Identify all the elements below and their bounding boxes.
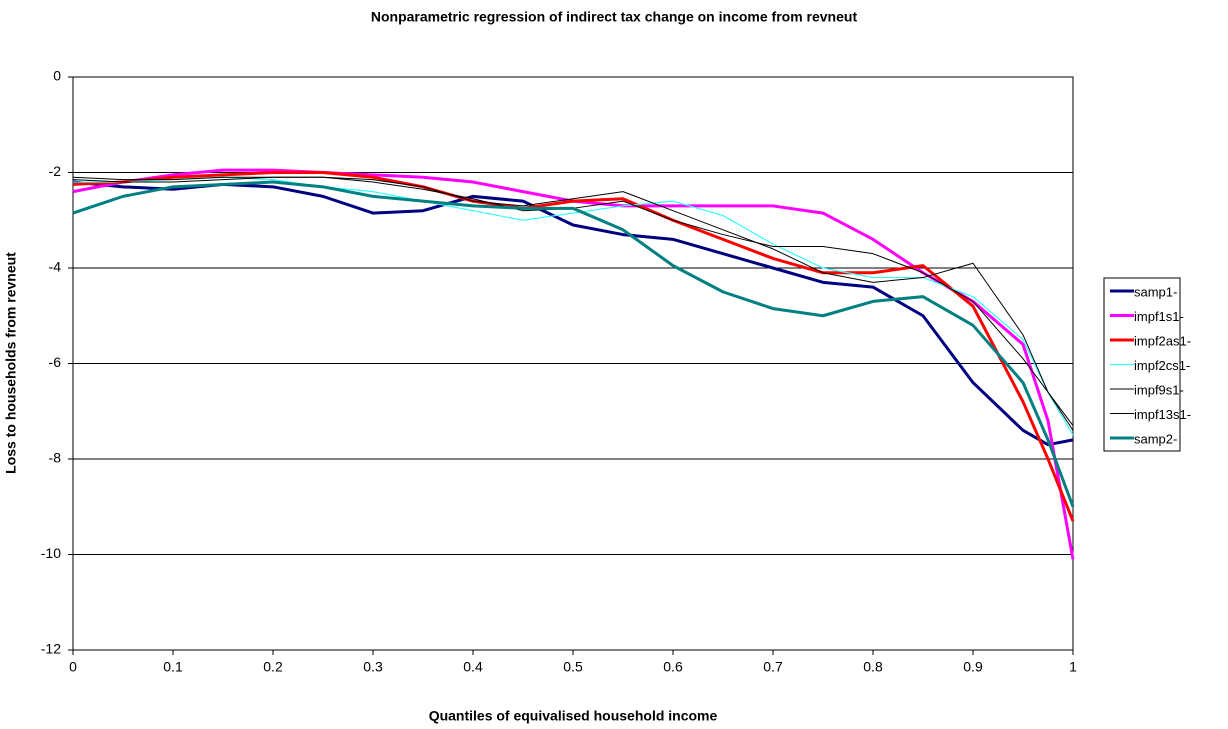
x-tick-label: 0.6 [663, 659, 683, 675]
legend-label: impf2cs1- [1134, 358, 1190, 373]
series-line [73, 176, 1074, 436]
legend-label: samp1- [1134, 284, 1177, 299]
legend-label: impf1s1- [1134, 309, 1184, 324]
chart-title: Nonparametric regression of indirect tax… [371, 9, 858, 25]
legend-label: impf13s1- [1134, 407, 1191, 422]
y-tick-label: -12 [41, 641, 61, 657]
legend-label: impf2as1- [1134, 333, 1191, 348]
x-tick-label: 1 [1069, 659, 1077, 675]
series-line [72, 168, 1075, 560]
y-tick-label: -2 [49, 163, 62, 179]
legend-label: impf9s1- [1134, 382, 1184, 397]
plot-border [72, 76, 1074, 651]
x-tick-label: 0 [69, 659, 77, 675]
legend-box [1103, 277, 1181, 452]
x-tick-label: 0.8 [863, 659, 883, 675]
x-axis-label: Quantiles of equivalised household incom… [429, 708, 718, 724]
x-tick-label: 0.9 [963, 659, 983, 675]
series-line [72, 180, 1075, 508]
x-tick-label: 0.3 [363, 659, 383, 675]
x-tick-label: 0.2 [263, 659, 283, 675]
x-tick-label: 0.4 [463, 659, 483, 675]
x-tick-label: 0.5 [563, 659, 583, 675]
y-tick-label: -6 [49, 354, 62, 370]
legend-label: samp2- [1134, 431, 1177, 446]
series-line [72, 180, 1074, 447]
series-line [72, 171, 1075, 522]
series-line [72, 176, 1074, 426]
series-line [72, 176, 1074, 431]
y-axis-label: Loss to households from revneut [3, 252, 19, 474]
y-tick-label: 0 [53, 68, 61, 84]
x-tick-label: 0.7 [763, 659, 783, 675]
y-tick-label: -10 [41, 545, 61, 561]
y-tick-label: -8 [49, 450, 62, 466]
y-tick-label: -4 [49, 259, 62, 275]
x-tick-label: 0.1 [163, 659, 183, 675]
